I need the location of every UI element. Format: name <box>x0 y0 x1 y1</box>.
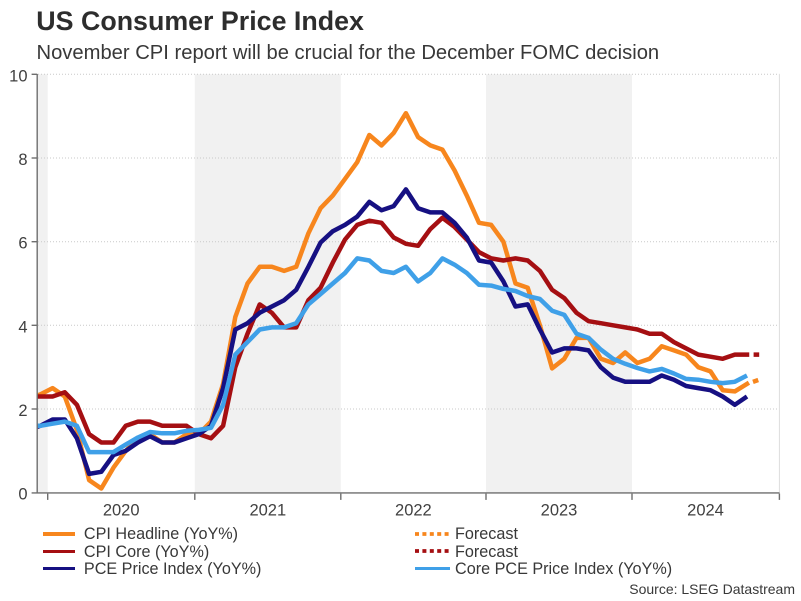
svg-text:2024: 2024 <box>687 501 724 519</box>
svg-text:2022: 2022 <box>395 501 432 519</box>
svg-text:4: 4 <box>18 318 27 336</box>
svg-text:2023: 2023 <box>541 501 578 519</box>
svg-text:6: 6 <box>18 235 27 253</box>
svg-text:0: 0 <box>18 486 27 504</box>
svg-text:2: 2 <box>18 402 27 420</box>
svg-text:10: 10 <box>9 67 27 85</box>
svg-text:8: 8 <box>18 151 27 169</box>
svg-text:2020: 2020 <box>103 501 140 519</box>
svg-text:2021: 2021 <box>249 501 286 519</box>
